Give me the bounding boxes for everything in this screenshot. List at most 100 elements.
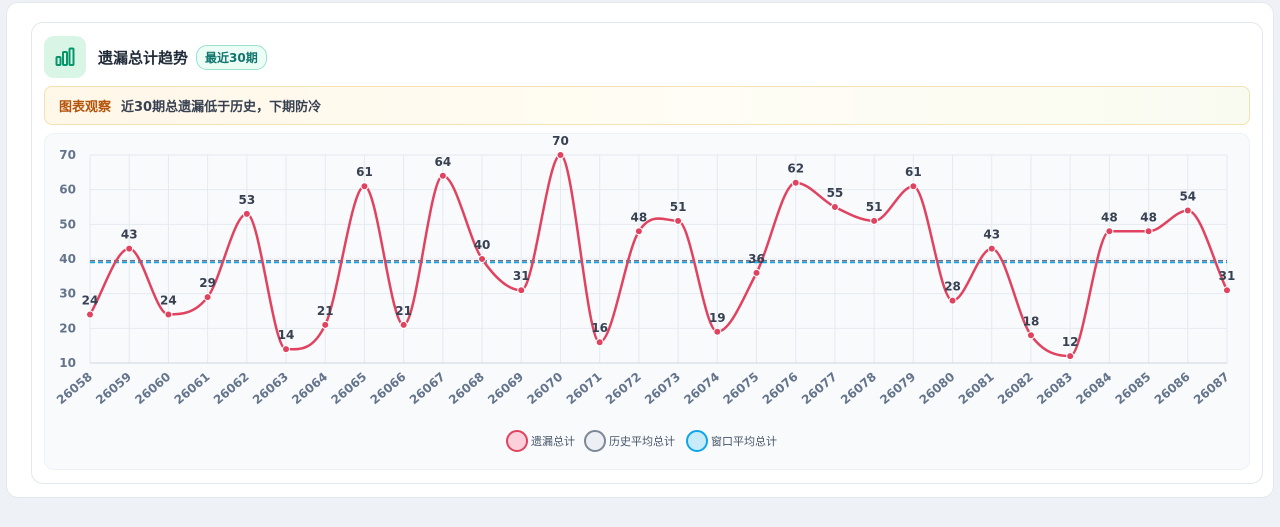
legend-label: 窗口平均总计 (711, 434, 777, 448)
data-label: 62 (787, 162, 804, 176)
legend-marker (506, 430, 528, 452)
data-point (987, 244, 996, 253)
data-point (791, 178, 800, 187)
data-label: 40 (474, 238, 491, 252)
data-label: 31 (1219, 269, 1236, 283)
data-point (595, 338, 604, 347)
x-tick-label: 26062 (211, 370, 252, 408)
data-label: 48 (1140, 210, 1157, 224)
y-tick-label: 50 (59, 217, 76, 231)
data-point (360, 182, 369, 191)
data-point (752, 268, 761, 277)
x-tick-label: 26075 (720, 370, 761, 408)
x-tick-label: 26085 (1113, 370, 1154, 408)
data-point (86, 310, 94, 319)
data-label: 31 (513, 269, 530, 283)
data-label: 43 (983, 228, 1000, 242)
data-point (164, 310, 173, 319)
x-tick-label: 26061 (172, 370, 213, 408)
legend-marker (584, 430, 606, 452)
x-tick-label: 26086 (1152, 370, 1193, 408)
trend-card: 遗漏总计趋势 最近30期 图表观察 近30期总遗漏低于历史，下期防冷 10 20 3… (31, 22, 1263, 484)
data-point (517, 286, 526, 295)
data-label: 54 (1179, 189, 1196, 203)
data-label: 61 (905, 165, 922, 179)
data-label: 29 (199, 276, 216, 290)
series-line-遗漏总计 (88, 153, 1229, 358)
data-label: 48 (1101, 210, 1118, 224)
y-tick-label: 70 (59, 148, 76, 162)
data-label: 18 (1023, 314, 1040, 328)
data-point (1066, 352, 1075, 361)
x-tick-label: 26063 (250, 370, 291, 408)
data-label: 24 (82, 293, 99, 307)
insight-label: 图表观察 (59, 100, 112, 115)
bar-chart-icon (44, 36, 86, 78)
data-point (203, 293, 212, 302)
data-point (321, 320, 330, 329)
y-tick-label: 60 (59, 183, 76, 197)
x-tick-label: 26059 (93, 370, 134, 408)
data-label: 48 (631, 210, 648, 224)
y-tick-label: 40 (59, 252, 76, 266)
data-label: 55 (827, 186, 844, 200)
x-tick-label: 26076 (760, 370, 801, 408)
data-label: 61 (356, 165, 373, 179)
card-title: 遗漏总计趋势 (98, 48, 189, 67)
data-label: 21 (395, 304, 412, 318)
data-point (1144, 227, 1153, 236)
x-tick-label: 26058 (54, 370, 95, 408)
x-tick-label: 26066 (368, 370, 409, 408)
data-point (242, 209, 251, 218)
x-tick-label: 26074 (681, 370, 722, 408)
data-point (1026, 331, 1035, 340)
data-point (556, 151, 565, 159)
x-tick-label: 26084 (1073, 370, 1114, 408)
x-tick-label: 26077 (799, 370, 840, 408)
data-label: 24 (160, 293, 177, 307)
data-point (478, 255, 487, 263)
x-tick-label: 26087 (1191, 370, 1232, 408)
data-label: 43 (121, 228, 138, 242)
legend-label: 遗漏总计 (531, 434, 575, 448)
x-tick-label: 26071 (564, 370, 605, 408)
data-point (1105, 227, 1114, 236)
data-point (909, 182, 918, 191)
page-container: 遗漏总计趋势 最近30期 图表观察 近30期总遗漏低于历史，下期防冷 10 20 3… (6, 2, 1274, 498)
x-tick-label: 26068 (446, 370, 487, 408)
data-point (399, 320, 408, 329)
data-point (438, 171, 447, 180)
x-tick-label: 26070 (524, 370, 565, 408)
data-label: 70 (552, 134, 569, 148)
y-tick-label: 20 (59, 321, 76, 335)
data-label: 16 (591, 321, 608, 335)
x-tick-label: 26065 (328, 370, 369, 408)
legend-marker (686, 430, 708, 452)
data-point (1223, 286, 1231, 295)
data-label: 64 (435, 155, 452, 169)
data-point (634, 227, 643, 236)
data-point (125, 244, 134, 253)
insight-text: 近30期总遗漏低于历史，下期防冷 (121, 100, 322, 115)
data-label: 21 (317, 304, 334, 318)
data-point (830, 203, 839, 211)
x-tick-label: 26060 (132, 370, 173, 408)
data-label: 12 (1062, 335, 1079, 349)
x-tick-label: 26067 (407, 370, 448, 408)
x-tick-label: 26073 (642, 370, 683, 408)
data-point (282, 345, 291, 354)
data-point (948, 296, 957, 305)
legend-label: 历史平均总计 (609, 434, 675, 448)
x-tick-label: 26079 (877, 370, 918, 408)
data-point (1183, 206, 1192, 215)
x-tick-label: 26082 (995, 370, 1036, 408)
data-label: 51 (670, 200, 687, 214)
y-tick-label: 30 (59, 287, 76, 301)
card-header: 遗漏总计趋势 最近30期 (44, 35, 267, 79)
period-badge: 最近30期 (196, 44, 267, 70)
trend-line-chart: 1020304050607026058260592606026061260622… (54, 134, 1236, 452)
data-label: 19 (709, 311, 726, 325)
data-label: 14 (278, 328, 295, 342)
y-tick-label: 10 (59, 356, 76, 370)
data-label: 51 (866, 200, 883, 214)
